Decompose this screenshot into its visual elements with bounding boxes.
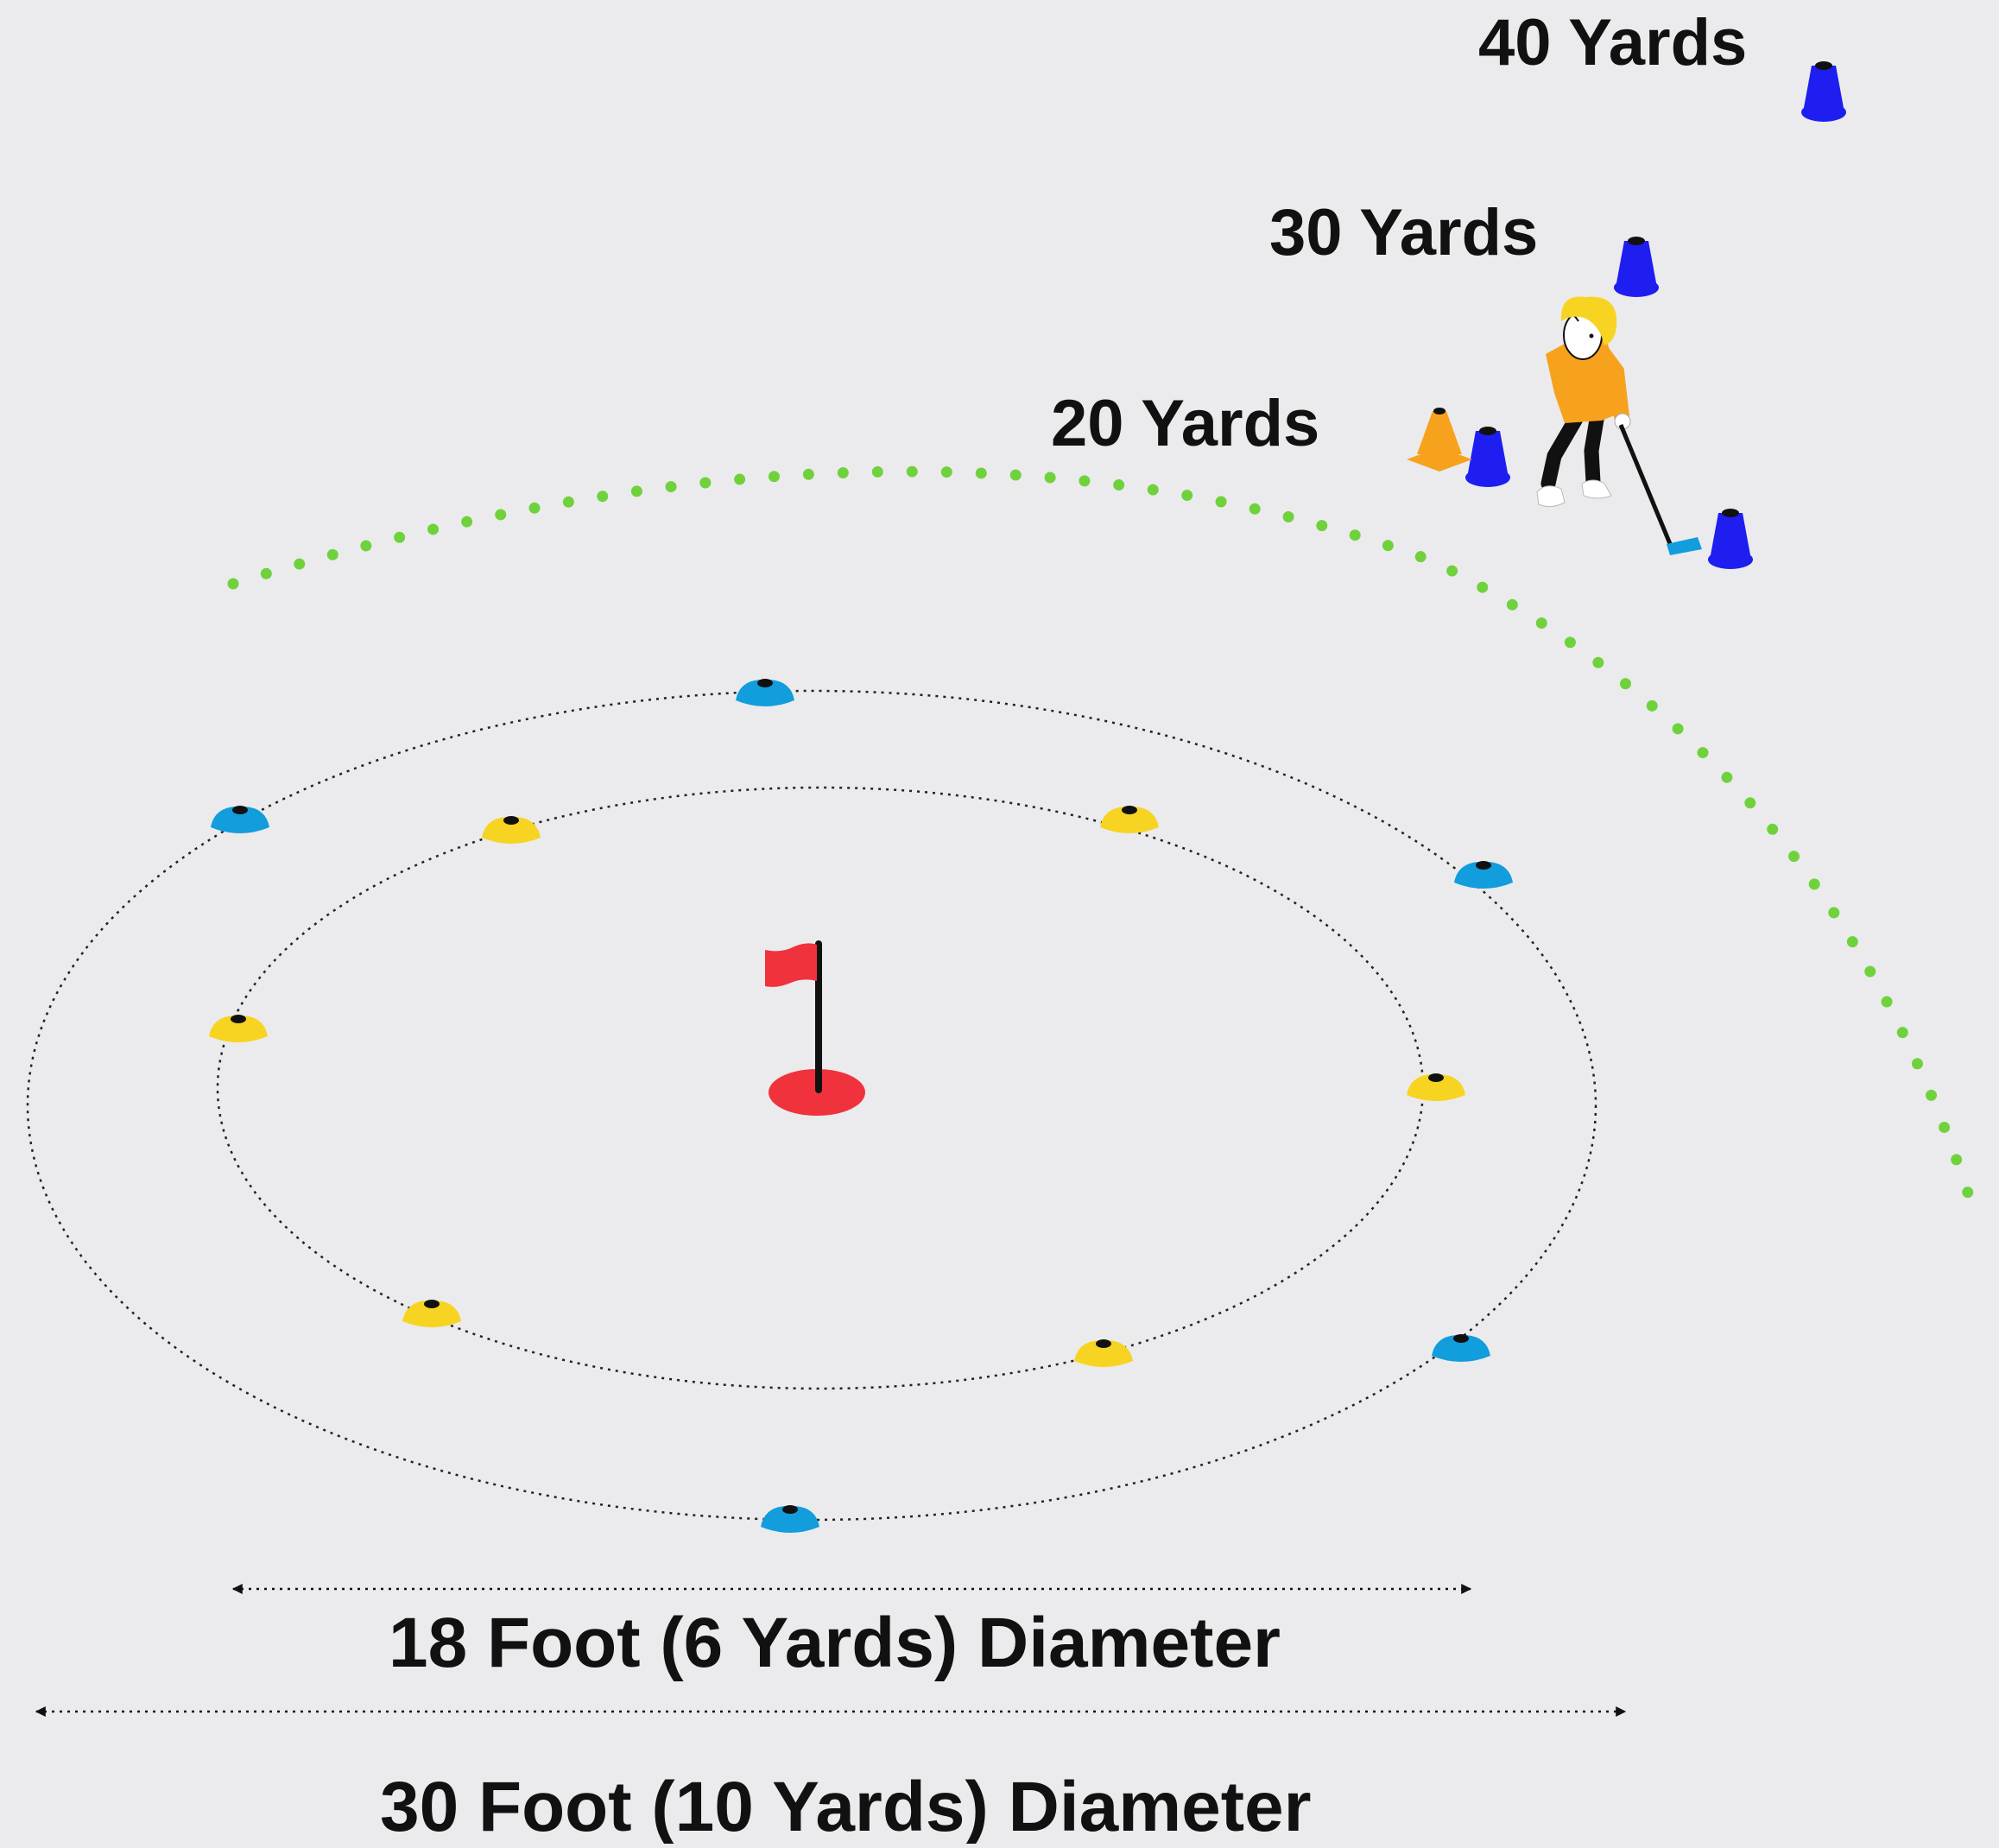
golf-flag-icon bbox=[765, 940, 822, 1093]
start-cone bbox=[1708, 509, 1753, 569]
golfer-figure-icon bbox=[1536, 296, 1702, 555]
disc-cone-marker-icon bbox=[402, 1300, 461, 1327]
disc-cone-marker-icon bbox=[761, 1505, 819, 1533]
label-20-yards: 20 Yards bbox=[1051, 387, 1319, 460]
label-30-yards: 30 Yards bbox=[1269, 196, 1538, 269]
disc-cone-marker-icon bbox=[1454, 861, 1513, 889]
disc-cone-marker-icon bbox=[211, 806, 269, 833]
label-40-yards: 40 Yards bbox=[1478, 6, 1747, 79]
distance-cone-30 bbox=[1614, 237, 1659, 297]
disc-cone-marker-icon bbox=[1407, 1073, 1465, 1101]
disc-cone-marker-icon bbox=[1100, 806, 1159, 833]
disc-cone-marker-icon bbox=[1074, 1339, 1133, 1367]
inner-diameter-label: 18 Foot (6 Yards) Diameter bbox=[389, 1604, 1281, 1682]
disc-cone-marker-icon bbox=[482, 816, 541, 844]
distance-cone-40 bbox=[1801, 61, 1846, 122]
disc-cone-marker-icon bbox=[1432, 1334, 1490, 1362]
disc-cone-marker-icon bbox=[209, 1015, 268, 1042]
distance-cone-20 bbox=[1465, 427, 1510, 487]
disc-cone-marker-icon bbox=[736, 679, 794, 706]
orange-cone bbox=[1407, 408, 1472, 471]
trajectory-path bbox=[227, 465, 1979, 1215]
outer-diameter-label: 30 Foot (10 Yards) Diameter bbox=[380, 1768, 1312, 1844]
